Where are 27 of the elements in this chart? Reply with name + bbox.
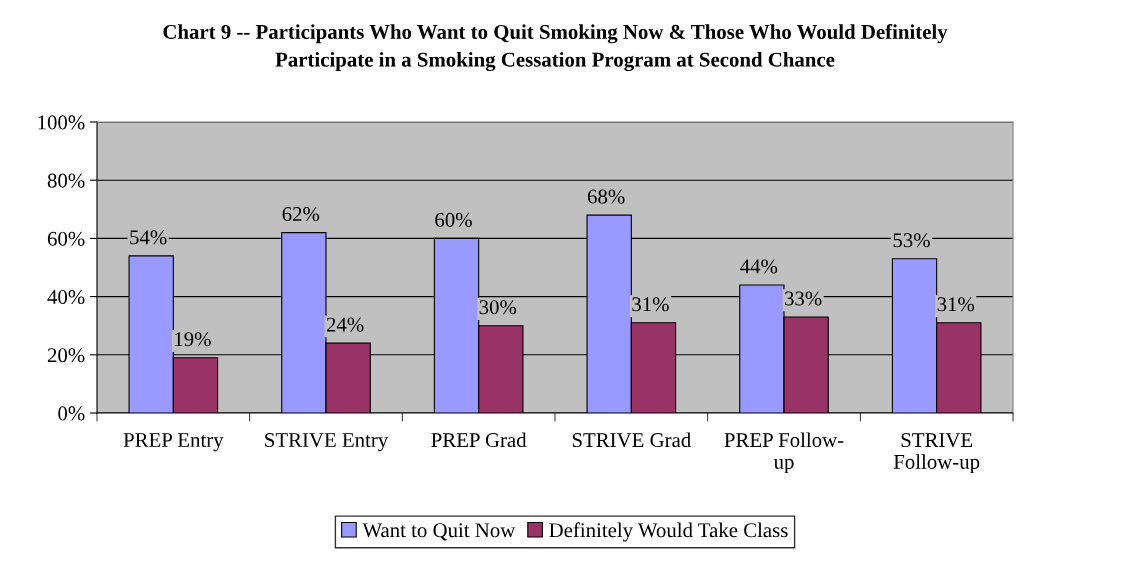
data-label: 44% (740, 259, 778, 274)
data-label: 31% (632, 297, 669, 312)
data-label: 54% (130, 230, 167, 245)
y-tick-label: 80% (47, 173, 85, 188)
x-tick-label: STRIVE Follow-up (893, 433, 980, 474)
y-tick-label: 100% (38, 115, 85, 130)
y-tick-label: 60% (47, 231, 85, 246)
data-label: 68% (587, 189, 625, 204)
y-tick-label: 40% (47, 289, 85, 305)
data-label: 31% (937, 297, 975, 312)
data-label: 19% (175, 332, 211, 347)
legend-label: Definitely Would Take Class (549, 522, 788, 542)
chart-title: Chart 9 -- Participants Who Want to Quit Smoking Now & Those Who Would Definitely Participate in a Smoking Cessation Program at Second Chance (163, 24, 948, 72)
data-label: 33% (784, 291, 822, 306)
y-tick-label: 20% (47, 348, 85, 363)
data-label: 30% (479, 300, 517, 315)
x-tick-label: STRIVE Grad (572, 432, 691, 448)
data-label: 24% (326, 317, 364, 332)
data-label: 60% (435, 212, 472, 227)
legend-label: Want to Quit Now (362, 523, 516, 541)
x-tick-label: STRIVE Entry (265, 433, 389, 452)
x-tick-label: PREP Entry (123, 433, 224, 452)
data-label: 53% (893, 233, 930, 248)
y-tick-label: 0% (58, 406, 85, 421)
x-tick-label: PREP Follow- up (724, 432, 844, 474)
data-label: 62% (282, 207, 320, 222)
x-tick-label: PREP Grad (431, 432, 527, 448)
